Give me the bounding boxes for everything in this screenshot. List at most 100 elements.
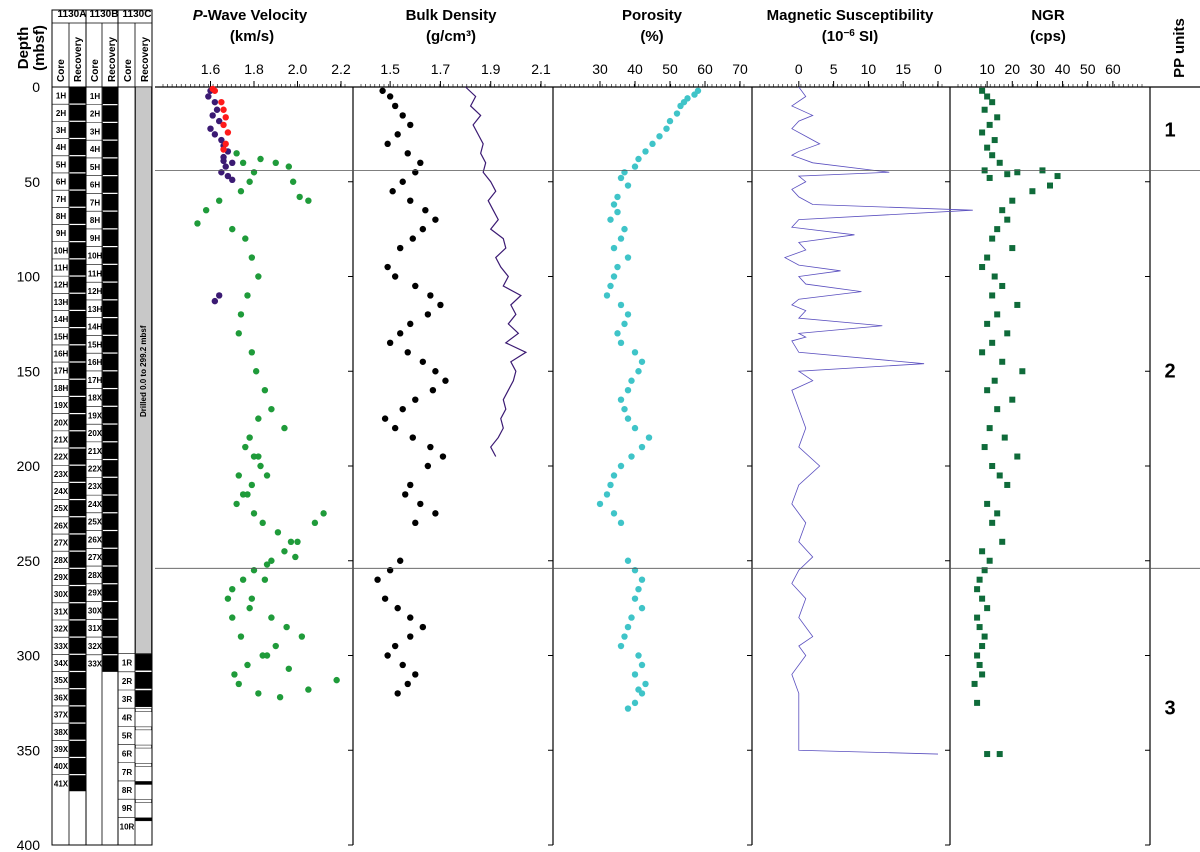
- data-point: [1009, 245, 1016, 252]
- data-point: [986, 425, 993, 432]
- core-1130A-label: 36X: [54, 693, 69, 702]
- panel-4: 0 5 10 15 0: [752, 61, 973, 846]
- data-point: [624, 623, 632, 631]
- core-1130B-recovery-bar: [102, 371, 119, 388]
- core-1130C-label: 7R: [122, 768, 132, 777]
- core-1130A-label: 5H: [56, 160, 66, 169]
- data-point: [417, 159, 424, 166]
- data-point: [211, 87, 219, 94]
- data-point: [384, 652, 391, 659]
- data-point: [999, 358, 1006, 365]
- data-point: [283, 623, 290, 631]
- data-point: [399, 405, 406, 413]
- core-1130A-label: 7H: [56, 195, 66, 204]
- data-point: [246, 178, 253, 185]
- data-point: [979, 595, 986, 602]
- core-1130A-label: 37X: [54, 711, 69, 720]
- ngr-title: NGR: [1031, 7, 1065, 24]
- data-point: [216, 117, 223, 125]
- data-point: [1009, 396, 1016, 403]
- data-point: [635, 368, 642, 375]
- core-1130B-label: 20X: [88, 429, 103, 438]
- core-1130B-label: 18X: [88, 394, 103, 403]
- data-point: [427, 292, 434, 299]
- data-point: [617, 642, 625, 650]
- core-1130B-label: 26X: [88, 535, 103, 544]
- magsus-title: Magnetic Susceptibility: [767, 7, 934, 24]
- data-point: [412, 282, 419, 290]
- data-point: [984, 605, 991, 612]
- data-point: [244, 661, 251, 669]
- core-1130B-label: 30X: [88, 606, 103, 615]
- core-1130B-recovery-bar: [102, 424, 119, 442]
- hole-1130A-core-label: Core: [56, 59, 67, 82]
- core-1130C-recovery-bar: [135, 708, 152, 712]
- data-point: [211, 98, 219, 106]
- data-point: [986, 121, 993, 128]
- core-1130C-recovery-bar: [135, 781, 152, 785]
- data-point: [285, 665, 292, 672]
- core-1130A-recovery-bar: [69, 637, 86, 654]
- depth-tick-label: 300: [17, 648, 41, 664]
- data-point: [242, 235, 249, 242]
- core-1130B-label: 3H: [90, 127, 100, 136]
- data-point: [1014, 301, 1021, 308]
- data-point: [984, 93, 991, 100]
- data-point: [974, 586, 981, 593]
- core-1130B-recovery-bar: [102, 318, 119, 335]
- pwave-unit: (km/s): [230, 28, 274, 45]
- data-point: [381, 595, 389, 602]
- core-1130B-recovery-bar: [102, 566, 119, 584]
- core-1130A-recovery-bar: [69, 414, 86, 431]
- data-point: [984, 320, 991, 327]
- data-point: [617, 339, 625, 347]
- data-point: [268, 405, 275, 413]
- data-point: [1009, 197, 1016, 204]
- data-point: [437, 301, 444, 309]
- data-point: [294, 538, 301, 545]
- data-point: [427, 443, 434, 451]
- core-1130A-recovery-bar: [69, 259, 86, 276]
- data-point: [419, 358, 427, 365]
- data-point: [979, 264, 986, 271]
- data-point: [610, 244, 618, 252]
- panel-5: 10 20 30 40 50 60: [950, 61, 1151, 846]
- data-point: [984, 144, 991, 151]
- data-point: [218, 136, 225, 144]
- core-1130B-label: 15H: [88, 340, 103, 349]
- data-point: [246, 434, 253, 441]
- panel-1: 1.6 1.8 2.0 2.2: [155, 61, 354, 846]
- data-point: [298, 633, 306, 640]
- core-1130A-label: 34X: [54, 659, 69, 668]
- data-point: [617, 396, 625, 403]
- data-point: [621, 225, 628, 233]
- core-1130B-recovery-bar: [102, 353, 119, 371]
- data-point: [220, 146, 227, 153]
- data-point: [603, 292, 611, 299]
- core-1130A-recovery-bar: [69, 396, 86, 413]
- core-1130A-label: 41X: [54, 779, 69, 788]
- data-point: [261, 576, 269, 583]
- data-point: [205, 93, 212, 100]
- core-1130A-recovery-bar: [69, 345, 86, 362]
- core-1130A-recovery-bar: [69, 173, 86, 190]
- core-1130A-recovery-bar: [69, 568, 86, 585]
- data-point: [292, 553, 299, 561]
- core-1130B-label: 17H: [88, 376, 103, 385]
- core-1130C-label: 10R: [120, 822, 135, 831]
- data-point: [274, 529, 282, 536]
- core-1130A-label: 12H: [54, 281, 69, 290]
- data-point: [638, 443, 646, 451]
- core-1130B-label: 23X: [88, 482, 103, 491]
- depth-tick-label: 350: [17, 742, 41, 758]
- data-point: [432, 216, 439, 223]
- data-point: [272, 642, 279, 650]
- data-point: [1014, 453, 1021, 460]
- pp-unit-labels: 1 2 3: [155, 86, 1200, 720]
- core-1130B-recovery-bar: [102, 602, 119, 619]
- data-point: [391, 424, 399, 432]
- data-point: [614, 208, 621, 216]
- core-1130B-recovery-bar: [102, 389, 119, 406]
- data-point: [389, 188, 396, 195]
- data-point: [237, 188, 245, 195]
